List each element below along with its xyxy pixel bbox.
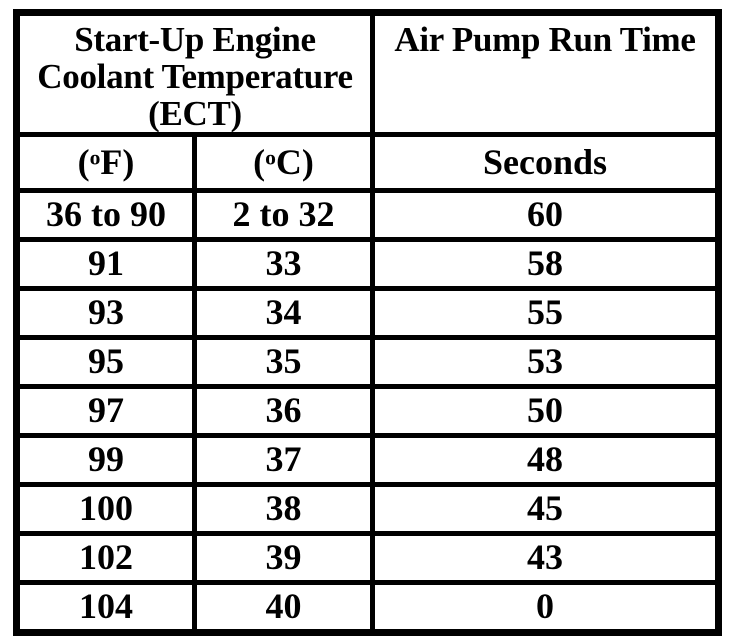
table-row: 102 39 43 <box>14 531 722 585</box>
seconds-header-cell: Seconds <box>370 132 722 193</box>
table-row: 36 to 90 2 to 32 60 <box>14 188 722 242</box>
ect-f-cell: 99 <box>14 433 197 487</box>
ect-c-cell: 40 <box>191 580 376 635</box>
header-row-units: (oF) (oC) Seconds <box>14 132 722 193</box>
ect-title-line3: (ECT) <box>148 94 242 133</box>
header-row-titles: Start-Up Engine Coolant Temperature (ECT… <box>13 10 722 137</box>
ect-c-cell: 35 <box>191 335 376 389</box>
ect-c-cell: 38 <box>191 482 376 536</box>
table-row: 100 38 45 <box>14 482 722 536</box>
ect-c-cell: 34 <box>191 286 376 340</box>
ect-f-cell: 93 <box>14 286 197 340</box>
seconds-cell: 55 <box>370 286 722 340</box>
ect-f-cell: 100 <box>14 482 197 536</box>
table-row: 95 35 53 <box>14 335 722 389</box>
table-row: 97 36 50 <box>14 384 722 438</box>
ect-f-cell: 102 <box>14 531 197 585</box>
seconds-cell: 45 <box>370 482 722 536</box>
table-row: 104 40 0 <box>14 580 722 635</box>
unit-c-header-cell: (oC) <box>191 132 376 193</box>
unit-f-letter: F) <box>100 141 135 182</box>
ect-c-cell: 36 <box>191 384 376 438</box>
seconds-cell: 50 <box>370 384 722 438</box>
ect-f-cell: 91 <box>14 237 197 291</box>
ect-c-cell: 2 to 32 <box>191 188 376 242</box>
ect-f-cell: 104 <box>14 580 197 635</box>
ect-title-line1: Start-Up Engine <box>74 20 316 59</box>
unit-f-open: ( <box>77 141 90 182</box>
degree-symbol: o <box>89 144 101 169</box>
table-row: 93 34 55 <box>14 286 722 340</box>
seconds-cell: 58 <box>370 237 722 291</box>
seconds-cell: 60 <box>370 188 722 242</box>
table-row: 99 37 48 <box>14 433 722 487</box>
air-pump-header-cell: Air Pump Run Time <box>370 10 722 137</box>
seconds-cell: 0 <box>370 580 722 635</box>
seconds-cell: 53 <box>370 335 722 389</box>
table-row: 91 33 58 <box>14 237 722 291</box>
air-pump-title: Air Pump Run Time <box>394 20 696 59</box>
unit-c-open: ( <box>253 141 266 182</box>
ect-f-cell: 97 <box>14 384 197 438</box>
unit-c-letter: C) <box>275 141 314 182</box>
ect-header-cell: Start-Up Engine Coolant Temperature (ECT… <box>13 10 376 137</box>
ect-c-cell: 39 <box>191 531 376 585</box>
ect-c-cell: 33 <box>191 237 376 291</box>
ect-f-cell: 95 <box>14 335 197 389</box>
seconds-cell: 43 <box>370 531 722 585</box>
ect-f-cell: 36 to 90 <box>14 188 197 242</box>
unit-f-header-cell: (oF) <box>14 132 197 193</box>
degree-symbol: o <box>265 144 276 169</box>
ect-title-line2: Coolant Temperature <box>37 57 353 96</box>
ect-c-cell: 37 <box>191 433 376 487</box>
ect-air-pump-table: Start-Up Engine Coolant Temperature (ECT… <box>13 9 723 636</box>
seconds-cell: 48 <box>370 433 722 487</box>
